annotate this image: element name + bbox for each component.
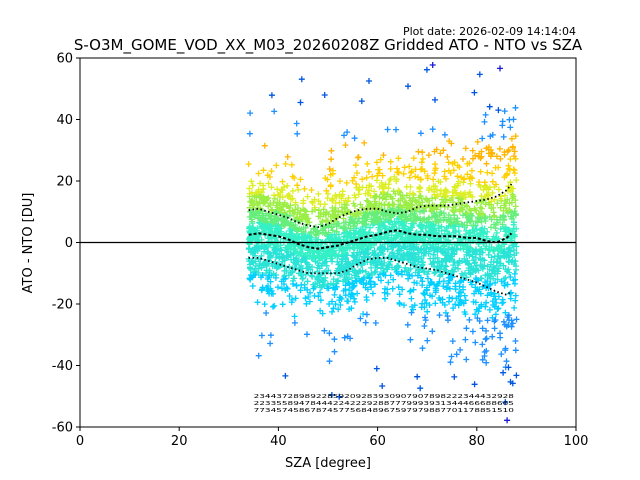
scatter-marker-group <box>268 66 520 406</box>
x-tick-label: 60 <box>369 434 386 449</box>
count-row: 2233558947844422422292887779993931344466… <box>254 401 514 407</box>
y-axis-ticks: -60 -40 -20 0 20 40 60 <box>52 52 80 436</box>
y-tick-label: 0 <box>65 236 73 251</box>
y-tick-label: -20 <box>52 298 73 313</box>
x-tick-label: 20 <box>171 434 188 449</box>
x-tick-label: 80 <box>469 434 486 449</box>
y-tick-label: -60 <box>52 421 73 436</box>
x-axis-label: SZA [degree] <box>285 456 371 471</box>
chart-title: S-O3M_GOME_VOD_XX_M03_20260208Z Gridded … <box>74 36 583 55</box>
x-tick-label: 40 <box>270 434 287 449</box>
x-axis-ticks: 0 20 40 60 80 100 <box>76 427 589 449</box>
y-tick-label: 60 <box>56 52 73 67</box>
x-tick-label: 0 <box>76 434 84 449</box>
scatter-marker-group <box>246 204 519 239</box>
scatter-marker-group <box>246 104 520 371</box>
count-row: 2344372898922859209283930907907898222344… <box>254 394 514 400</box>
y-tick-label: 40 <box>56 113 73 128</box>
upper-spread-line <box>248 183 513 229</box>
y-axis-label: ATO - NTO [DU] <box>21 193 36 294</box>
scatter-marker-group <box>245 155 519 194</box>
scatter-marker-group <box>246 268 519 321</box>
plot-date: Plot date: 2026-02-09 14:14:04 <box>403 25 576 38</box>
lower-spread-line <box>248 256 512 296</box>
x-tick-label: 100 <box>564 434 589 449</box>
statistics-lines <box>80 183 576 296</box>
scatter-marker-group <box>261 133 519 172</box>
scatter-marker-group <box>246 173 520 211</box>
scatter-marker-group <box>429 62 511 424</box>
scatter-marker-group <box>245 240 520 291</box>
y-tick-label: 20 <box>56 175 73 190</box>
y-tick-label: -40 <box>52 359 73 374</box>
count-row: 7734574586787457756848967597979887701178… <box>254 408 514 414</box>
median-line <box>248 229 513 250</box>
count-annotations: 2344372898922859209283930907907898222344… <box>254 394 514 414</box>
scatter-points <box>245 62 520 424</box>
